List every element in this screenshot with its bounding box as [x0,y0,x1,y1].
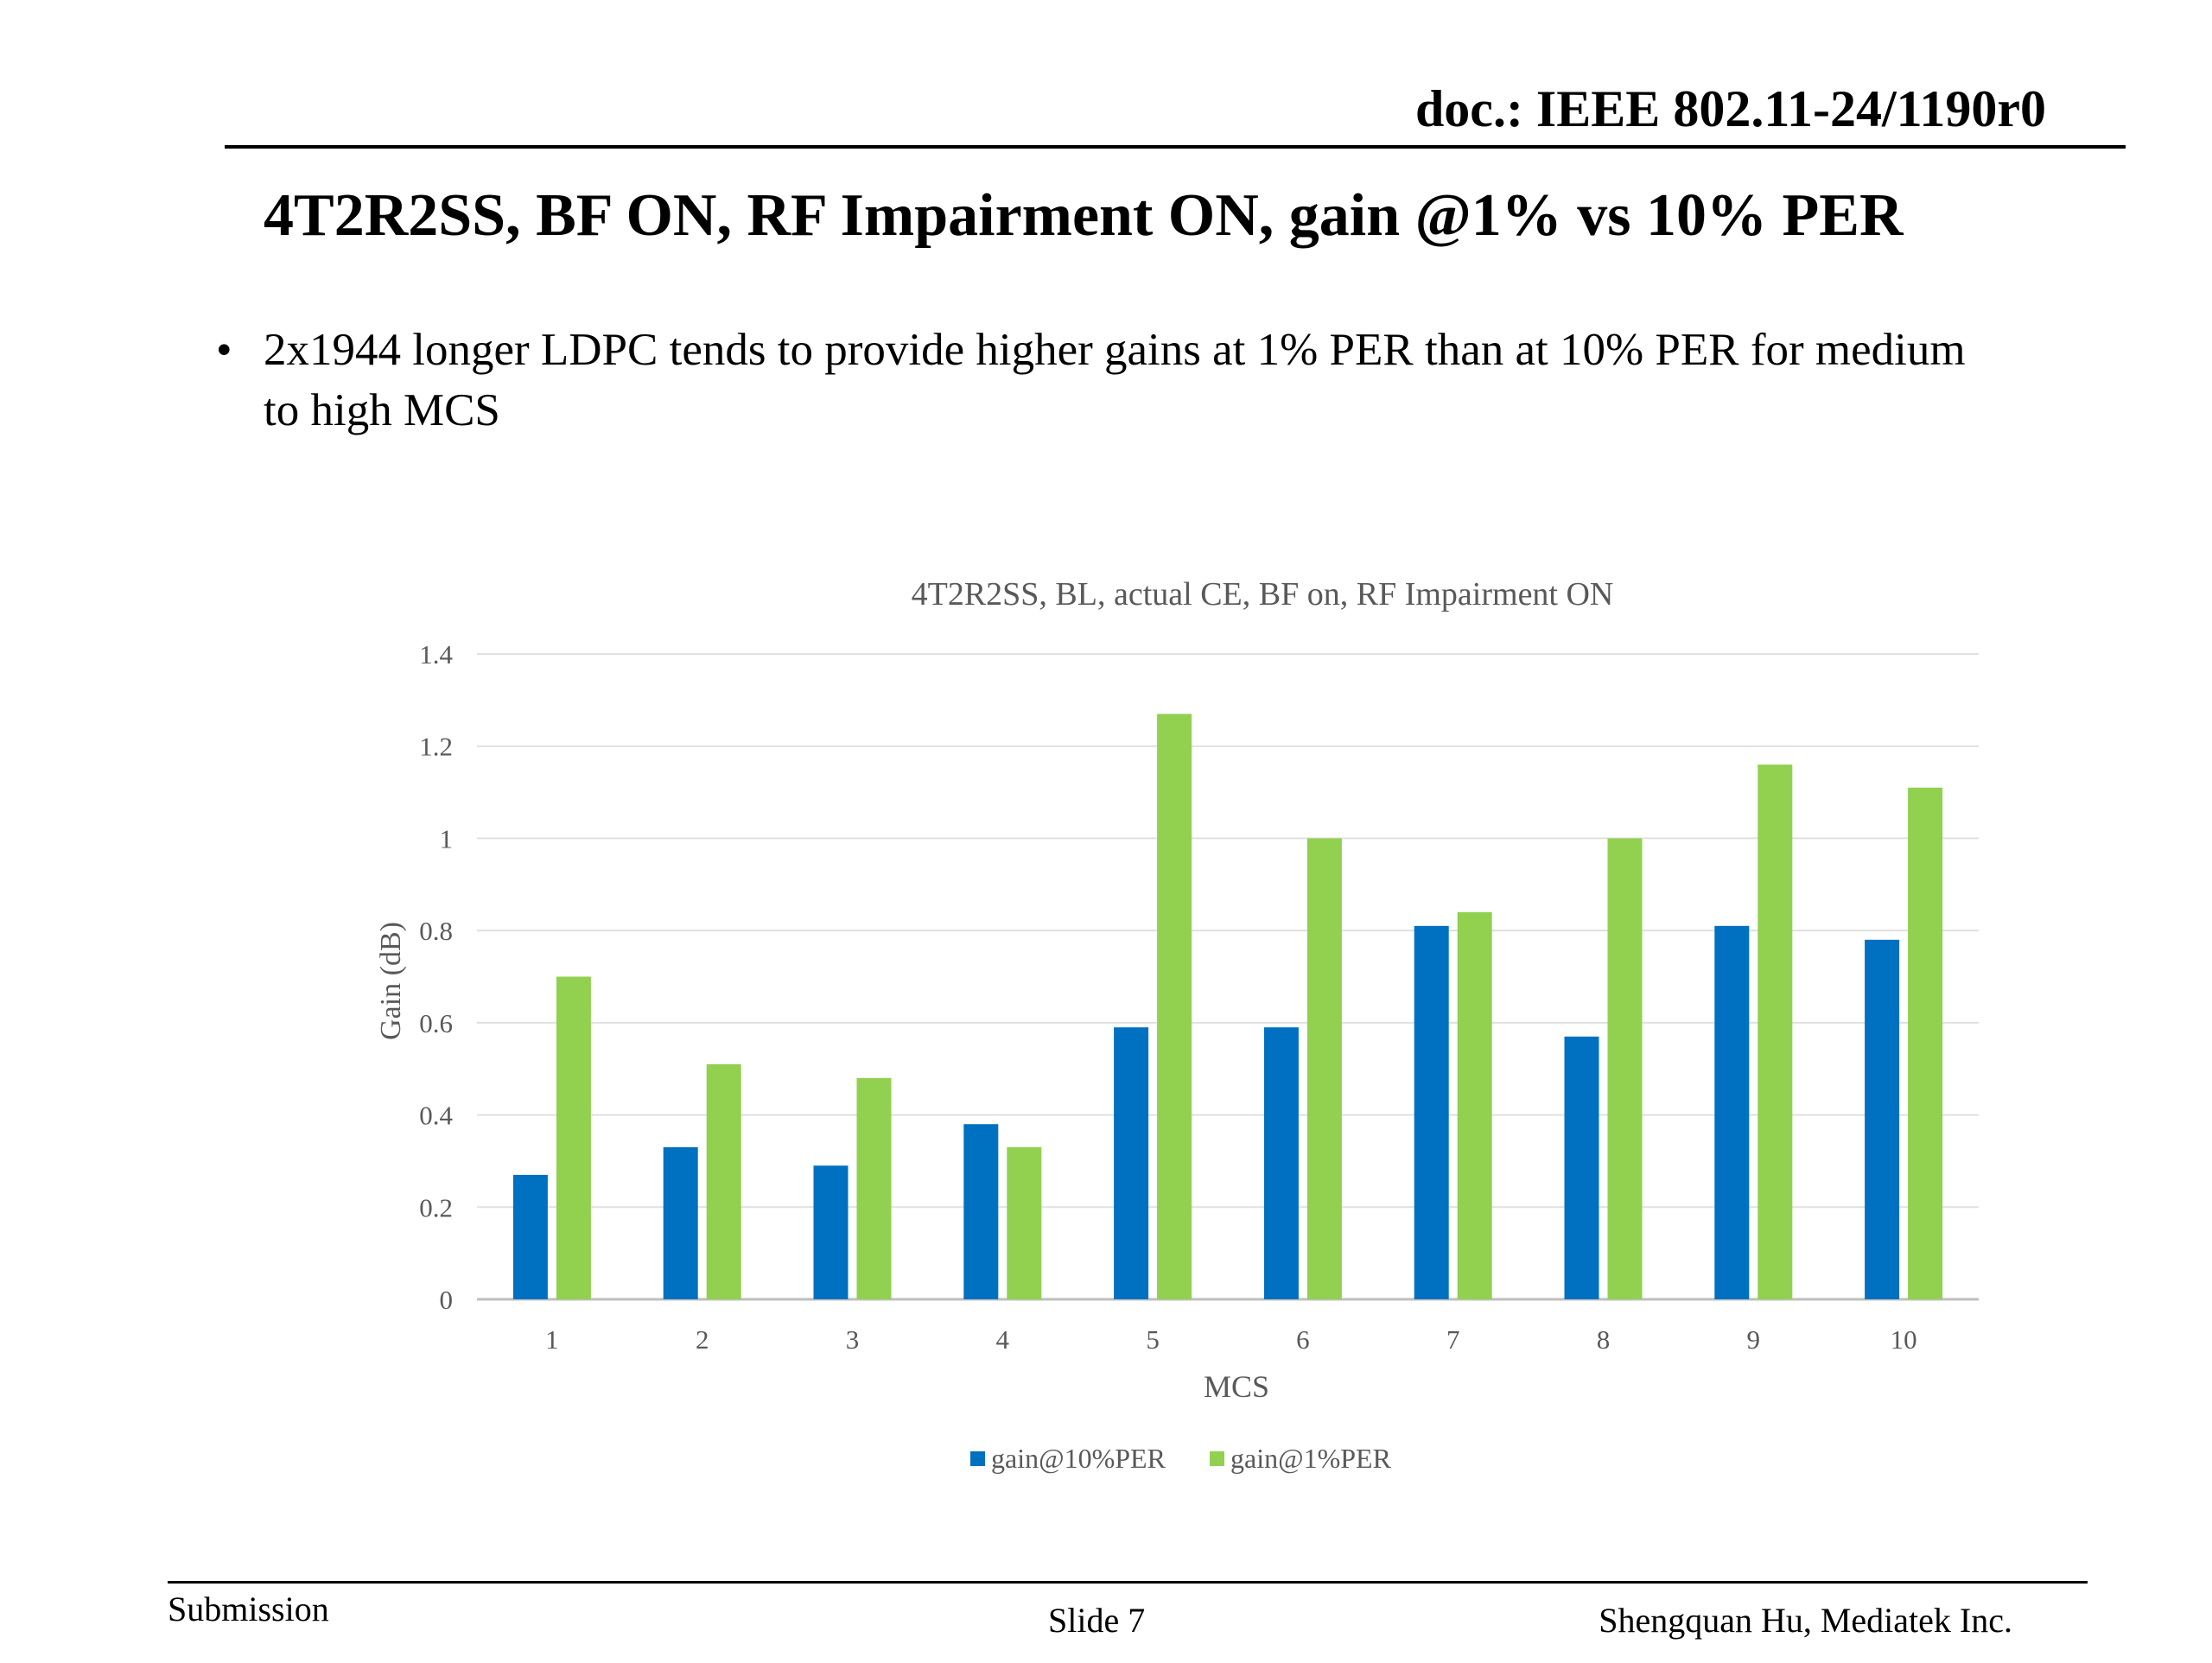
y-axis-label: Gain (dB) [375,922,407,1040]
bar-gain-1pct-per [706,1063,741,1299]
bar-gain-1pct-per [1758,765,1793,1299]
y-tick-label: 0.6 [419,1008,453,1038]
legend-swatch-icon [970,1451,985,1466]
x-tick-label: 8 [1597,1324,1611,1355]
bullet-dot-icon: • [216,325,232,375]
x-tick-label: 6 [1296,1324,1310,1355]
bar-gain-10pct-per [1564,1036,1599,1299]
bar-gain-1pct-per [1908,787,1943,1299]
x-tick-label: 7 [1446,1324,1460,1355]
bar-gain-10pct-per [1263,1027,1299,1299]
bar-gain-10pct-per [512,1174,548,1299]
x-tick-label: 10 [1891,1324,1917,1355]
slide-title: 4T2R2SS, BF ON, RF Impairment ON, gain @… [264,182,1904,249]
legend-swatch-icon [1210,1451,1224,1466]
y-tick-label: 0.8 [419,916,453,946]
bar-gain-1pct-per [1607,838,1643,1299]
bar-gain-1pct-per [1157,714,1192,1299]
y-tick-label: 0.2 [419,1192,453,1222]
bar-gain-10pct-per [1114,1027,1149,1299]
bar-gain-10pct-per [663,1146,698,1299]
bar-gain-1pct-per [1457,911,1492,1299]
x-tick-label: 4 [996,1324,1010,1355]
document-id: doc.: IEEE 802.11-24/1190r0 [1414,80,2046,137]
x-tick-label: 9 [1747,1324,1761,1355]
x-axis-label: MCS [1204,1369,1269,1404]
bar-gain-1pct-per [856,1077,892,1299]
bar-gain-10pct-per [1714,925,1750,1299]
x-tick-label: 2 [696,1324,709,1355]
bar-gain-1pct-per [1007,1146,1042,1299]
bar-gain-10pct-per [963,1124,999,1299]
bar-gain-1pct-per [1306,838,1342,1299]
bullet-text: 2x1944 longer LDPC tends to provide high… [264,325,1966,435]
y-tick-label: 1.2 [419,732,453,762]
x-tick-label: 5 [1146,1324,1160,1355]
legend-label: gain@10%PER [991,1443,1166,1474]
chart-title: 4T2R2SS, BL, actual CE, BF on, RF Impair… [912,576,1614,613]
bar-gain-1pct-per [556,976,591,1299]
footer-submission: Submission [168,1590,329,1628]
y-tick-label: 1.4 [419,639,453,670]
bar-gain-10pct-per [1865,939,1900,1299]
x-tick-label: 1 [545,1324,559,1355]
x-tick-label: 3 [846,1324,860,1355]
bar-gain-10pct-per [1414,925,1449,1299]
header-rule [225,145,2126,149]
y-tick-label: 1 [440,823,454,854]
bullet-list: • 2x1944 longer LDPC tends to provide hi… [216,320,1987,441]
bullet-item: • 2x1944 longer LDPC tends to provide hi… [216,320,1987,441]
footer-rule [168,1581,2088,1584]
bar-gain-10pct-per [813,1165,849,1299]
y-tick-label: 0.4 [419,1101,453,1131]
y-tick-label: 0 [440,1285,454,1315]
footer-author: Shengquan Hu, Mediatek Inc. [1599,1601,2012,1640]
footer-slide-number: Slide 7 [1048,1601,1146,1640]
legend-label: gain@1%PER [1230,1443,1392,1474]
